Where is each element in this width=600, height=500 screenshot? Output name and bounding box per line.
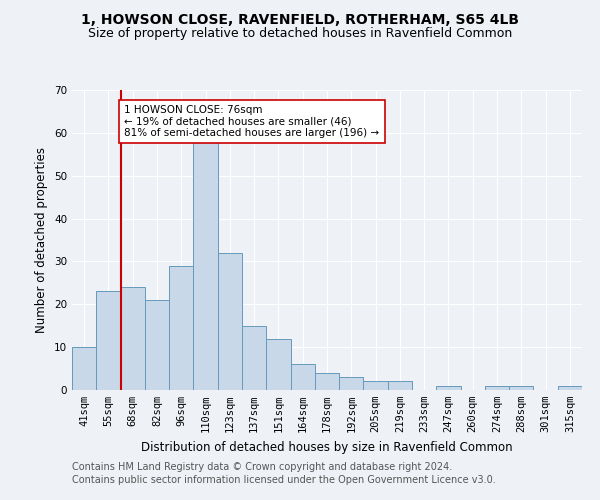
Bar [193, 137, 218, 390]
Bar [169, 266, 193, 390]
Text: Contains HM Land Registry data © Crown copyright and database right 2024.: Contains HM Land Registry data © Crown c… [72, 462, 452, 472]
Bar [364, 382, 388, 390]
Bar [436, 386, 461, 390]
Bar [290, 364, 315, 390]
Bar [339, 377, 364, 390]
Bar [485, 386, 509, 390]
Bar [266, 338, 290, 390]
Bar [315, 373, 339, 390]
Text: Contains public sector information licensed under the Open Government Licence v3: Contains public sector information licen… [72, 475, 496, 485]
Bar [509, 386, 533, 390]
Bar [218, 253, 242, 390]
Text: Size of property relative to detached houses in Ravenfield Common: Size of property relative to detached ho… [88, 28, 512, 40]
Bar [388, 382, 412, 390]
Text: 1 HOWSON CLOSE: 76sqm
← 19% of detached houses are smaller (46)
81% of semi-deta: 1 HOWSON CLOSE: 76sqm ← 19% of detached … [124, 105, 379, 138]
Bar [558, 386, 582, 390]
Bar [121, 287, 145, 390]
X-axis label: Distribution of detached houses by size in Ravenfield Common: Distribution of detached houses by size … [141, 440, 513, 454]
Bar [145, 300, 169, 390]
Bar [242, 326, 266, 390]
Text: 1, HOWSON CLOSE, RAVENFIELD, ROTHERHAM, S65 4LB: 1, HOWSON CLOSE, RAVENFIELD, ROTHERHAM, … [81, 12, 519, 26]
Y-axis label: Number of detached properties: Number of detached properties [35, 147, 49, 333]
Bar [96, 292, 121, 390]
Bar [72, 347, 96, 390]
